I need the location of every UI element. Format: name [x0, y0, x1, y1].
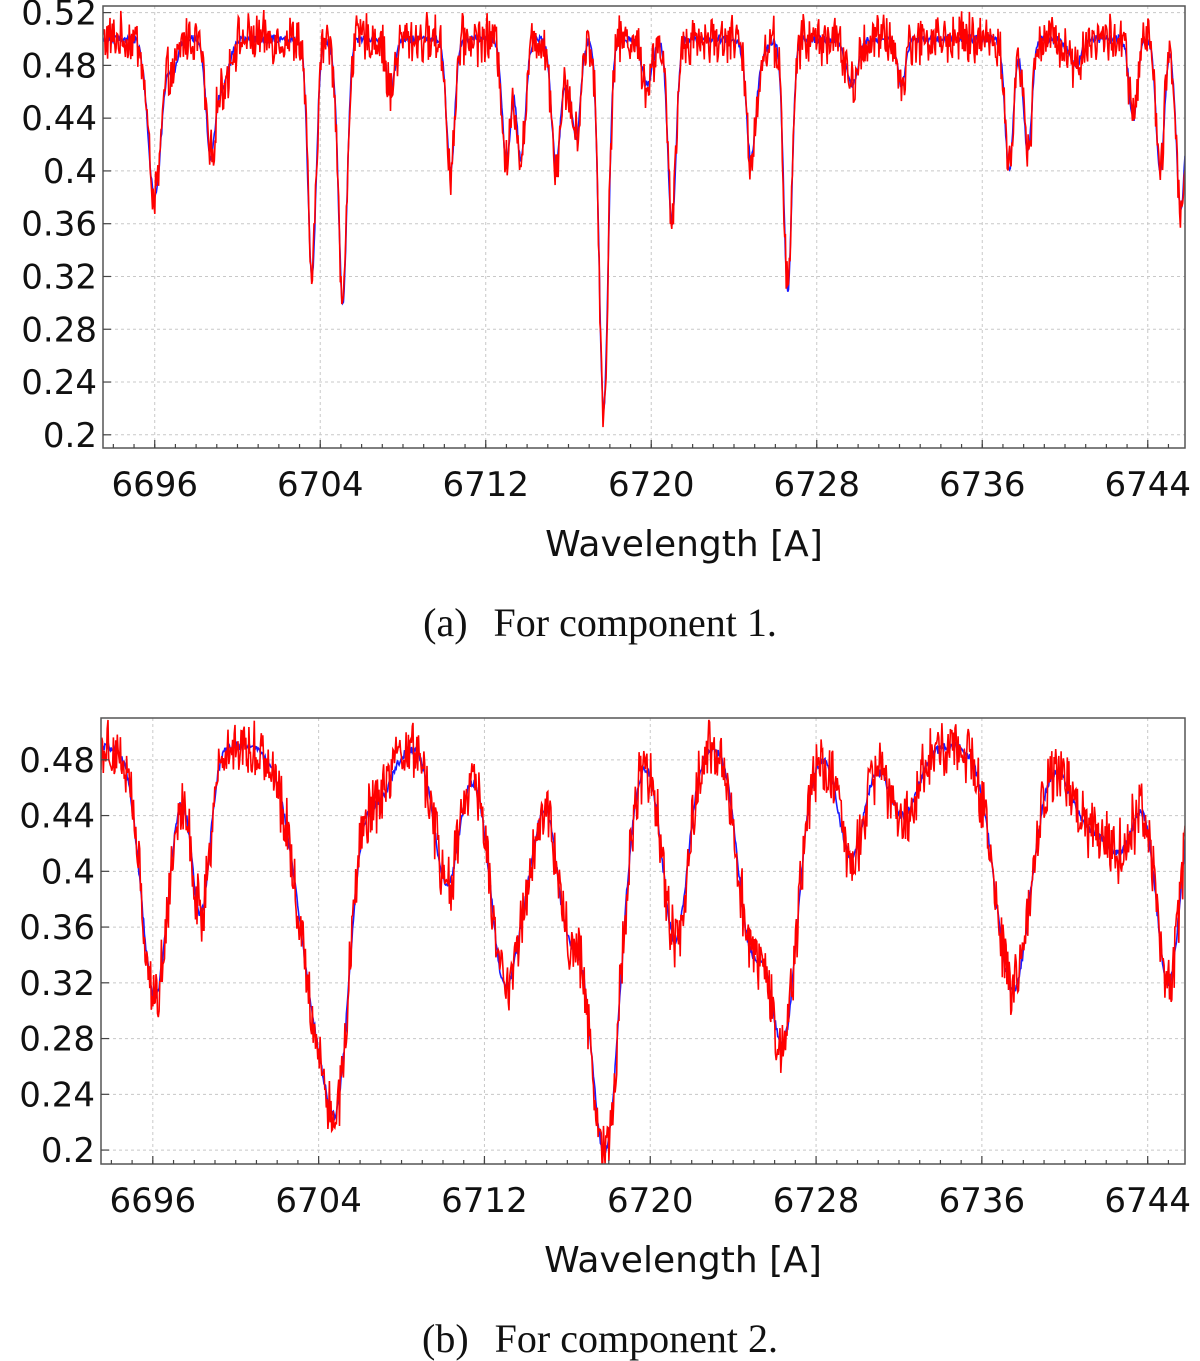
panel-a-xtick-label-6: 6744 — [1104, 465, 1191, 505]
panel-a-caption: (a) For component 1. — [423, 600, 777, 645]
panel-b-xtick-label-1: 6704 — [275, 1181, 362, 1221]
panel-a-grid — [103, 6, 1185, 448]
panel-a-ytick-label-0: 0.2 — [43, 416, 97, 456]
panel-b: 6696 6704 6712 6720 6728 6736 6744 0.2 0.24 0.28 0… — [19, 717, 1191, 1361]
panel-b-ytick-label-0: 0.2 — [41, 1131, 95, 1171]
panel-b-series — [101, 719, 1185, 1164]
panel-a-ytick-label-3: 0.32 — [21, 257, 97, 297]
panel-b-ticks: 6696 6704 6712 6720 6728 6736 6744 0.2 0.24 0.28 0… — [19, 741, 1191, 1221]
panel-b-ytick-label-2: 0.28 — [19, 1020, 95, 1060]
panel-b-caption-label: (b) — [422, 1316, 469, 1361]
panel-b-ytick-label-7: 0.48 — [19, 741, 95, 781]
panel-b-grid — [101, 718, 1185, 1164]
panel-a-caption-label: (a) — [423, 600, 467, 645]
panel-b-caption: (b) For component 2. — [422, 1316, 778, 1361]
panel-b-ytick-label-6: 0.44 — [19, 797, 95, 837]
panel-a-series — [103, 9, 1185, 428]
panel-b-ytick-label-4: 0.36 — [19, 908, 95, 948]
panel-b-ytick-label-3: 0.32 — [19, 964, 95, 1004]
panel-a-xtick-label-0: 6696 — [111, 465, 198, 505]
panel-a-ytick-label-6: 0.44 — [21, 99, 97, 139]
panel-a-ytick-label-5: 0.4 — [43, 152, 97, 192]
panel-a-ytick-label-7: 0.48 — [21, 46, 97, 86]
panel-b-xlabel: Wavelength [A] — [544, 1240, 822, 1281]
panel-b-ytick-label-5: 0.4 — [41, 852, 95, 892]
panel-b-xtick-label-3: 6720 — [607, 1181, 694, 1221]
panel-a-xtick-label-5: 6736 — [939, 465, 1026, 505]
panel-a-ytick-label-1: 0.24 — [21, 363, 97, 403]
panel-a-xlabel: Wavelength [A] — [545, 524, 823, 565]
panel-a-series-red-line — [103, 9, 1185, 428]
panel-a: 6696 6704 6712 6720 6728 6736 6744 0.2 0.24 0.28 0… — [21, 0, 1191, 645]
panel-b-xtick-label-2: 6712 — [441, 1181, 528, 1221]
panel-b-xtick-label-5: 6736 — [939, 1181, 1026, 1221]
panel-a-xtick-label-1: 6704 — [277, 465, 364, 505]
panel-a-ytick-label-2: 0.28 — [21, 310, 97, 350]
panel-b-xtick-label-4: 6728 — [773, 1181, 860, 1221]
panel-b-ytick-label-1: 0.24 — [19, 1075, 95, 1115]
panel-a-ticks: 6696 6704 6712 6720 6728 6736 6744 0.2 0.24 0.28 0… — [21, 0, 1191, 505]
panel-a-xtick-label-4: 6728 — [773, 465, 860, 505]
panel-b-series-red-line — [101, 719, 1185, 1164]
panel-a-ytick-label-8: 0.52 — [21, 0, 97, 34]
panel-a-ytick-label-4: 0.36 — [21, 205, 97, 245]
panel-a-caption-text: For component 1. — [494, 600, 777, 645]
panel-b-xtick-label-6: 6744 — [1104, 1181, 1191, 1221]
panel-a-xtick-label-3: 6720 — [608, 465, 695, 505]
panel-b-xtick-label-0: 6696 — [110, 1181, 197, 1221]
panel-b-frame — [100, 717, 1186, 1165]
panel-b-caption-text: For component 2. — [495, 1316, 778, 1361]
panel-a-frame — [102, 5, 1186, 449]
panel-a-xtick-label-2: 6712 — [442, 465, 529, 505]
